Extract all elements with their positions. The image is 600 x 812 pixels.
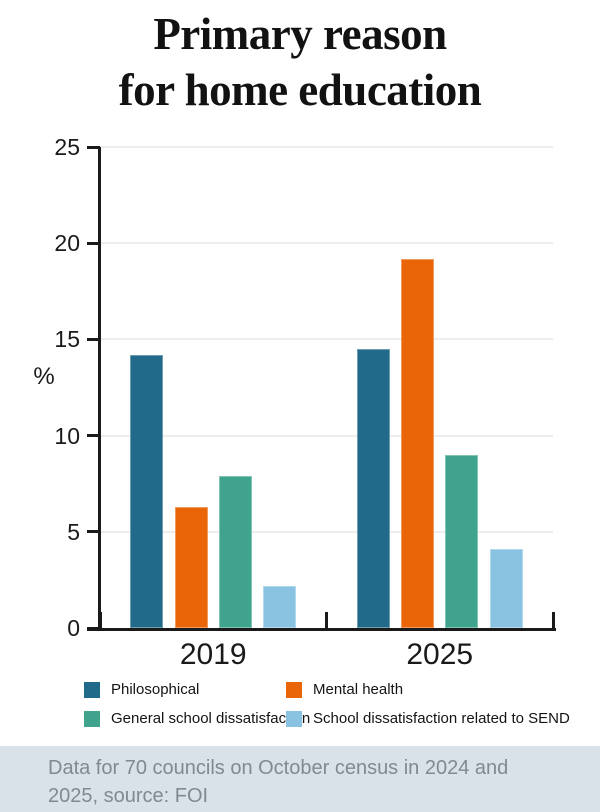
gridline	[100, 434, 553, 437]
y-tick-label: 20	[54, 230, 80, 257]
y-tick-label: 0	[67, 615, 80, 641]
legend-item-mental-health: Mental health	[286, 681, 576, 698]
legend-item-school-dissatisfaction-related-to-send: School dissatisfaction related to SEND	[286, 710, 576, 727]
legend-label: General school dissatisfaction	[111, 710, 311, 727]
y-tick-label: 5	[67, 518, 80, 545]
bar-philosophical-2025	[356, 349, 390, 628]
y-tick-label: 25	[54, 134, 80, 160]
chart-title-line1: Primary reason	[153, 9, 447, 59]
legend-label: Philosophical	[111, 681, 200, 698]
bar-school-dissatisfaction-related-to-send-2019	[263, 585, 297, 628]
y-tick-mark	[87, 241, 100, 245]
y-tick-mark	[87, 434, 100, 438]
gridline	[100, 242, 553, 245]
legend-swatch	[84, 681, 100, 698]
bar-school-dissatisfaction-related-to-send-2025	[489, 549, 523, 628]
bar-mental-health-2025	[401, 258, 435, 628]
x-boundary-tick-0	[98, 612, 102, 628]
y-axis	[97, 147, 101, 631]
x-boundary-tick-2	[551, 612, 555, 628]
y-axis-label: %	[33, 363, 55, 390]
legend-item-general-school-dissatisfaction: General school dissatisfaction	[84, 710, 310, 727]
legend-swatch	[286, 681, 302, 698]
source-note-bar: Data for 70 councils on October census i…	[0, 746, 600, 812]
y-tick-label: 15	[54, 326, 80, 353]
x-category-label-2025: 2025	[406, 638, 474, 671]
bar-chart: % 0 5 10 15 20 25 2019 2025	[0, 130, 600, 676]
y-tick-mark	[87, 145, 100, 149]
x-axis	[87, 628, 556, 631]
gridline	[100, 530, 553, 533]
legend-swatch	[286, 710, 302, 727]
chart-title-line2: for home education	[118, 64, 482, 115]
bar-philosophical-2019	[130, 354, 164, 628]
source-note-text: Data for 70 councils on October census i…	[48, 757, 509, 808]
legend-label: Mental health	[313, 681, 404, 698]
x-boundary-tick-1	[325, 612, 328, 628]
chart-title: Primary reason for home education	[0, 0, 600, 119]
x-category-label-2019: 2019	[179, 638, 247, 671]
legend-label: School dissatisfaction related to SEND	[313, 710, 570, 727]
bar-general-school-dissatisfaction-2025	[445, 454, 479, 628]
y-tick-mark	[87, 530, 100, 534]
y-tick-label: 10	[54, 422, 80, 449]
bar-mental-health-2019	[174, 506, 208, 628]
y-tick-mark	[87, 337, 100, 341]
chart-legend: Philosophical Mental health General school…	[84, 681, 576, 727]
legend-item-philosophical: Philosophical	[84, 681, 286, 698]
bar-general-school-dissatisfaction-2019	[218, 476, 252, 628]
gridline	[100, 338, 553, 341]
legend-swatch	[84, 710, 100, 727]
gridline	[100, 146, 553, 148]
